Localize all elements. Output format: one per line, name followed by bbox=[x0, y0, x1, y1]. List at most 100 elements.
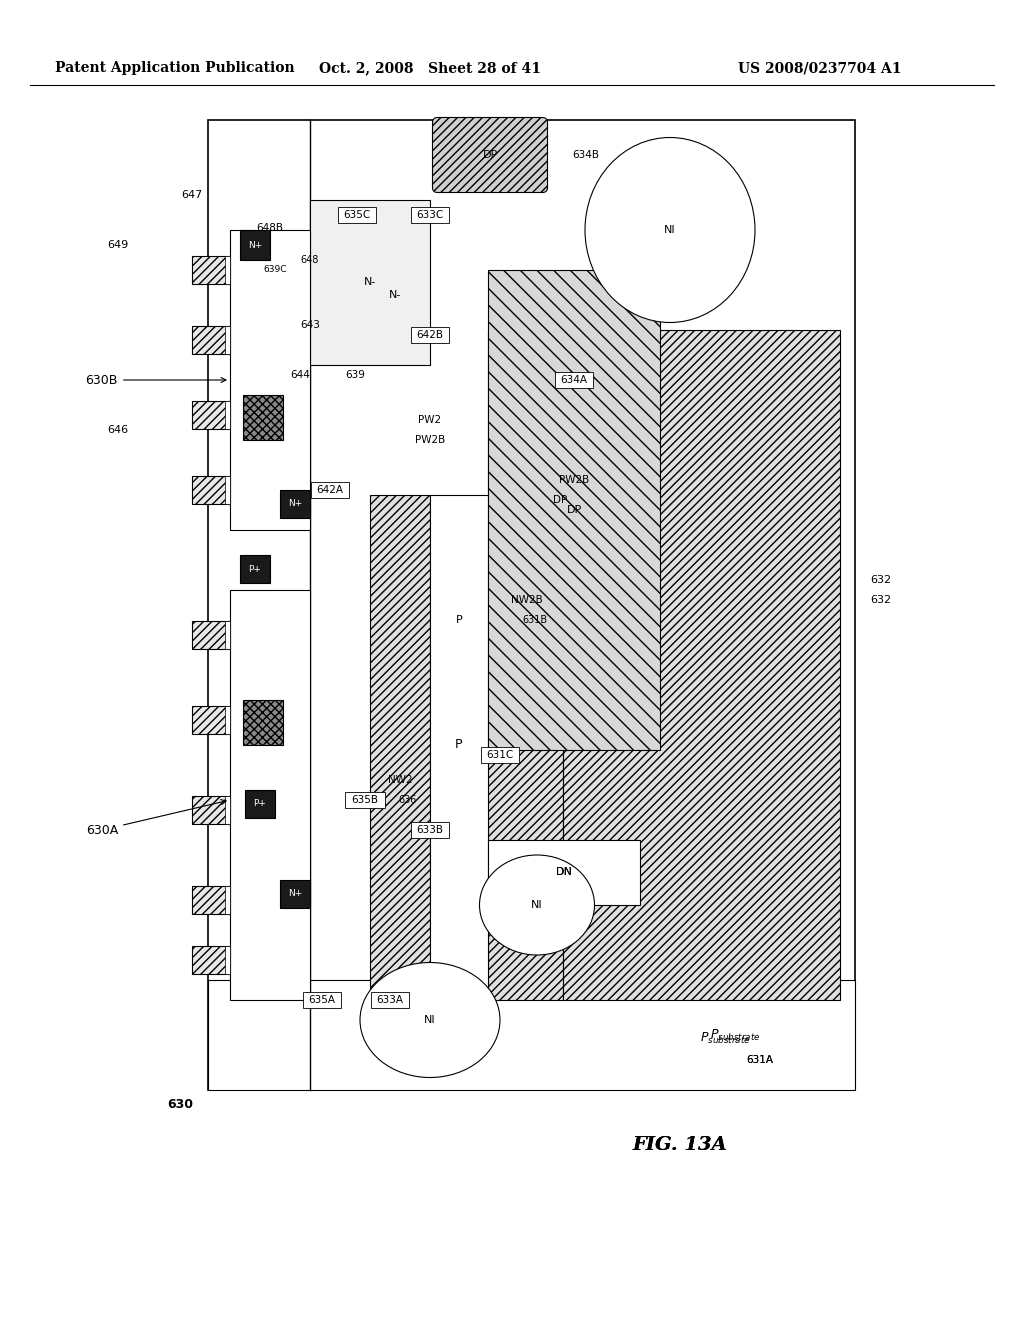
Bar bbox=[225, 477, 230, 504]
Bar bbox=[411, 207, 449, 223]
Bar bbox=[245, 789, 275, 818]
Text: 639C: 639C bbox=[263, 265, 287, 275]
Bar bbox=[193, 946, 230, 974]
Ellipse shape bbox=[479, 855, 595, 954]
Text: NI: NI bbox=[424, 1015, 436, 1026]
Text: PW2: PW2 bbox=[419, 414, 441, 425]
Text: P$_{\mathregular{substrate}}$: P$_{\mathregular{substrate}}$ bbox=[710, 1027, 761, 1043]
Text: NW2: NW2 bbox=[388, 775, 413, 785]
Bar bbox=[411, 327, 449, 343]
Bar bbox=[243, 395, 283, 440]
Bar bbox=[280, 880, 310, 908]
FancyBboxPatch shape bbox=[432, 117, 548, 193]
Text: 631A: 631A bbox=[746, 1055, 773, 1065]
Bar bbox=[311, 482, 349, 498]
Bar bbox=[225, 796, 230, 824]
Bar bbox=[555, 372, 593, 388]
Text: DN: DN bbox=[556, 867, 572, 876]
Text: N-: N- bbox=[364, 277, 376, 286]
Ellipse shape bbox=[360, 962, 500, 1077]
Text: P+: P+ bbox=[249, 565, 261, 573]
Bar bbox=[240, 554, 270, 583]
Text: 634B: 634B bbox=[572, 150, 599, 160]
Text: 630: 630 bbox=[167, 1098, 193, 1111]
Text: 648: 648 bbox=[301, 255, 319, 265]
Bar bbox=[193, 256, 230, 284]
Bar bbox=[430, 495, 488, 995]
Text: 636: 636 bbox=[398, 795, 417, 805]
Bar bbox=[243, 700, 283, 744]
Text: 634A: 634A bbox=[560, 375, 588, 385]
Bar bbox=[230, 230, 310, 531]
Text: DP: DP bbox=[553, 495, 567, 506]
Text: 639: 639 bbox=[345, 370, 365, 380]
Bar bbox=[488, 840, 640, 906]
Text: PW2B: PW2B bbox=[415, 436, 445, 445]
Text: DP: DP bbox=[566, 506, 582, 515]
Bar bbox=[411, 822, 449, 838]
Text: 633B: 633B bbox=[417, 825, 443, 836]
Bar bbox=[208, 979, 855, 1090]
Bar bbox=[225, 401, 230, 429]
Text: FIG. 13A: FIG. 13A bbox=[633, 1137, 727, 1154]
Text: N+: N+ bbox=[288, 499, 302, 508]
Bar bbox=[225, 706, 230, 734]
Bar bbox=[193, 706, 230, 734]
Text: 644: 644 bbox=[290, 370, 310, 380]
Text: 642A: 642A bbox=[316, 484, 343, 495]
Bar bbox=[370, 495, 430, 995]
Bar bbox=[193, 401, 230, 429]
Text: 646: 646 bbox=[106, 425, 128, 436]
Bar bbox=[488, 330, 563, 1001]
Text: 631C: 631C bbox=[486, 750, 514, 760]
Bar bbox=[488, 271, 660, 750]
Text: 633A: 633A bbox=[377, 995, 403, 1005]
Text: Patent Application Publication: Patent Application Publication bbox=[55, 61, 295, 75]
Text: P: P bbox=[456, 738, 463, 751]
Text: 635A: 635A bbox=[308, 995, 336, 1005]
Bar bbox=[225, 946, 230, 974]
Bar bbox=[240, 230, 270, 260]
Text: DP: DP bbox=[482, 150, 498, 160]
Bar bbox=[280, 490, 310, 517]
Bar bbox=[303, 993, 341, 1008]
Text: 631B: 631B bbox=[522, 615, 548, 624]
Bar bbox=[193, 620, 230, 649]
Text: 632: 632 bbox=[870, 576, 891, 585]
Bar bbox=[225, 326, 230, 354]
Bar bbox=[193, 477, 230, 504]
Bar bbox=[230, 590, 310, 1001]
Text: N+: N+ bbox=[288, 890, 302, 899]
Text: NI: NI bbox=[531, 900, 543, 909]
Text: P+: P+ bbox=[254, 800, 266, 808]
Bar bbox=[345, 792, 385, 808]
Bar bbox=[310, 201, 430, 366]
Text: 648B: 648B bbox=[256, 223, 284, 234]
Text: NI: NI bbox=[665, 224, 676, 235]
Text: PW2B: PW2B bbox=[559, 475, 589, 484]
Text: Oct. 2, 2008   Sheet 28 of 41: Oct. 2, 2008 Sheet 28 of 41 bbox=[319, 61, 541, 75]
Text: DN: DN bbox=[556, 867, 571, 876]
Text: 633C: 633C bbox=[417, 210, 443, 220]
Text: 632: 632 bbox=[870, 595, 891, 605]
Text: 631A: 631A bbox=[746, 1055, 773, 1065]
Text: US 2008/0237704 A1: US 2008/0237704 A1 bbox=[738, 61, 902, 75]
Text: P$_{\mathregular{substrate}}$: P$_{\mathregular{substrate}}$ bbox=[700, 1031, 751, 1045]
Bar bbox=[193, 886, 230, 913]
Text: 643: 643 bbox=[300, 319, 319, 330]
Bar bbox=[225, 620, 230, 649]
Text: 630A: 630A bbox=[86, 800, 226, 837]
Bar bbox=[338, 207, 376, 223]
Text: FIG. 13A: FIG. 13A bbox=[633, 1137, 727, 1154]
Bar bbox=[225, 886, 230, 913]
Text: 630B: 630B bbox=[86, 374, 226, 387]
Text: N-: N- bbox=[389, 290, 401, 300]
Text: 642B: 642B bbox=[417, 330, 443, 341]
Text: 647: 647 bbox=[181, 190, 203, 201]
Text: 635C: 635C bbox=[343, 210, 371, 220]
Bar bbox=[208, 120, 855, 1090]
Bar bbox=[481, 747, 519, 763]
Text: 635B: 635B bbox=[351, 795, 379, 805]
Text: 649: 649 bbox=[106, 240, 128, 249]
Text: N+: N+ bbox=[248, 240, 262, 249]
